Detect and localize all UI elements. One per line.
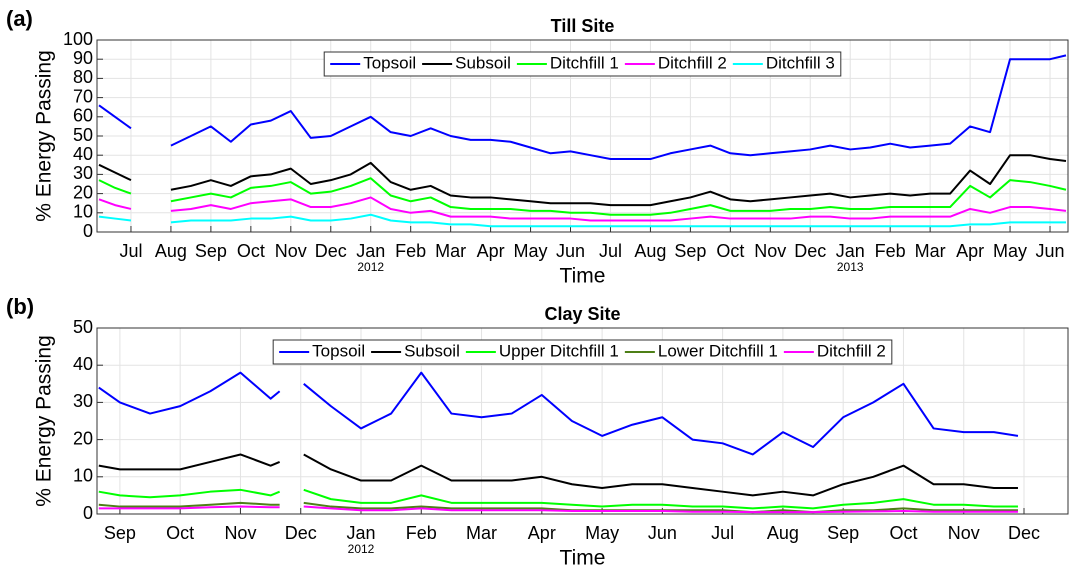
y-tick-label: 100 (63, 29, 93, 49)
axes-frame (96, 39, 1069, 233)
x-tick-label: Dec (285, 523, 317, 543)
x-tick-label: May (585, 523, 619, 543)
year-label: 2012 (357, 260, 384, 274)
legend-label: Ditchfill 3 (766, 53, 835, 72)
panel-label: (b) (6, 294, 34, 319)
y-tick-label: 90 (73, 48, 93, 68)
y-tick-label: 50 (73, 125, 93, 145)
x-tick-label: Apr (956, 241, 984, 261)
y-tick-label: 20 (73, 428, 93, 448)
x-tick-label: Jan (836, 241, 865, 261)
legend-label: Subsoil (455, 53, 511, 72)
x-tick-label: Nov (275, 241, 307, 261)
y-tick-label: 0 (83, 503, 93, 523)
legend-label: Ditchfill 1 (550, 53, 619, 72)
panel-label: (a) (6, 6, 33, 31)
legend-label: Topsoil (312, 341, 365, 360)
y-tick-label: 80 (73, 67, 93, 87)
x-tick-label: Oct (889, 523, 917, 543)
series-line (98, 488, 1018, 510)
x-tick-label: Jan (346, 523, 375, 543)
year-label: 2013 (837, 260, 864, 274)
x-tick-label: Mar (435, 241, 466, 261)
series-line (98, 54, 1067, 161)
x-tick-label: Apr (477, 241, 505, 261)
x-tick-label: Sep (827, 523, 859, 543)
y-tick-label: 30 (73, 391, 93, 411)
x-tick-label: May (514, 241, 548, 261)
x-tick-label: Oct (716, 241, 744, 261)
y-tick-label: 20 (73, 182, 93, 202)
x-tick-label: Sep (674, 241, 706, 261)
x-axis-label: Time (560, 265, 606, 288)
x-tick-label: Jun (556, 241, 585, 261)
y-tick-label: 50 (73, 317, 93, 337)
y-tick-label: 10 (73, 202, 93, 222)
chart-title: Clay Site (544, 304, 620, 324)
legend-label: Lower Ditchfill 1 (658, 341, 778, 360)
y-tick-label: 10 (73, 466, 93, 486)
legend-label: Ditchfill 2 (658, 53, 727, 72)
legend: Topsoil Subsoil Upper Ditchfill 1 Lower Dit… (272, 339, 893, 365)
x-tick-label: May (993, 241, 1027, 261)
series-line (98, 177, 1067, 216)
legend-label: Upper Ditchfill 1 (499, 341, 619, 360)
y-tick-label: 0 (83, 221, 93, 241)
x-tick-label: Jul (599, 241, 622, 261)
x-tick-label: Apr (528, 523, 556, 543)
y-axis-label: % Energy Passing (33, 50, 56, 222)
y-tick-label: 70 (73, 86, 93, 106)
x-tick-label: Sep (104, 523, 136, 543)
legend: Topsoil Subsoil Ditchfill 1 Ditchfill 2 Ditc… (323, 51, 842, 77)
x-tick-label: Dec (315, 241, 347, 261)
x-tick-label: Nov (754, 241, 786, 261)
x-tick-label: Aug (634, 241, 666, 261)
x-tick-label: Nov (224, 523, 256, 543)
series-line (98, 154, 1067, 207)
x-tick-label: Aug (767, 523, 799, 543)
axes-frame (96, 327, 1069, 515)
y-tick-label: 60 (73, 106, 93, 126)
x-tick-label: Jul (119, 241, 142, 261)
y-tick-label: 30 (73, 163, 93, 183)
x-tick-label: Jul (711, 523, 734, 543)
x-tick-label: Jun (1036, 241, 1065, 261)
series-line (98, 453, 1018, 497)
x-tick-label: Jan (356, 241, 385, 261)
x-tick-label: Nov (948, 523, 980, 543)
y-axis-label: % Energy Passing (33, 335, 56, 507)
x-axis-label: Time (560, 547, 606, 568)
x-tick-label: Sep (195, 241, 227, 261)
series-line (98, 213, 1066, 228)
x-tick-label: Feb (406, 523, 437, 543)
x-tick-label: Dec (794, 241, 826, 261)
y-tick-label: 40 (73, 144, 93, 164)
x-tick-label: Feb (395, 241, 426, 261)
chart-title: Till Site (551, 16, 615, 36)
x-tick-label: Aug (155, 241, 187, 261)
x-tick-label: Oct (166, 523, 194, 543)
legend-label: Subsoil (404, 341, 460, 360)
series-line (98, 371, 1019, 456)
series-line (98, 505, 1018, 514)
legend-label: Topsoil (363, 53, 416, 72)
y-tick-label: 40 (73, 354, 93, 374)
x-tick-label: Jun (648, 523, 677, 543)
panel: 0 10 20 30 40 50 Sep Oct Nov Dec Jan Feb Mar Apr May Ju… (6, 294, 1069, 568)
x-tick-label: Mar (466, 523, 497, 543)
x-tick-label: Mar (915, 241, 946, 261)
year-label: 2012 (348, 542, 375, 556)
x-tick-label: Oct (237, 241, 265, 261)
x-tick-label: Feb (875, 241, 906, 261)
legend-label: Ditchfill 2 (817, 341, 886, 360)
series-line (98, 196, 1067, 222)
x-tick-label: Dec (1008, 523, 1040, 543)
